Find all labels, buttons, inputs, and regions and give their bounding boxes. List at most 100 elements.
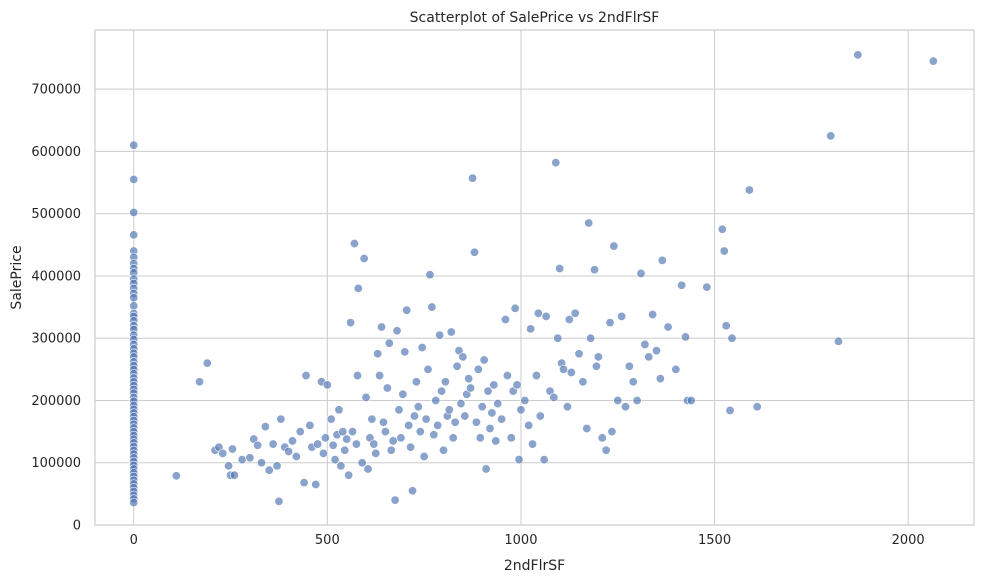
data-point [520,395,530,405]
data-point [593,352,603,362]
x-tick-label: 0 [130,533,138,548]
data-point [464,374,474,384]
data-point [328,440,338,450]
data-point [386,445,396,455]
data-point [466,383,476,393]
data-point [351,439,361,449]
data-point [359,254,369,264]
data-point [224,461,234,471]
data-point [539,455,549,465]
data-point [367,414,377,424]
data-point [651,346,661,356]
data-point [446,327,456,337]
data-point [468,173,478,183]
data-point [334,405,344,415]
data-point [555,263,565,273]
data-point [260,422,270,432]
data-point [340,445,350,455]
data-point [257,458,267,468]
data-point [456,399,466,409]
data-point [549,392,559,402]
data-point [721,321,731,331]
data-point [406,442,416,452]
data-point [237,455,247,465]
data-point [342,434,352,444]
y-tick-label: 400000 [31,269,81,284]
data-point [444,405,454,415]
data-point [526,324,536,334]
data-point [129,230,139,240]
data-point [268,439,278,449]
data-point [408,486,418,496]
data-point [357,458,367,468]
data-point [402,305,412,315]
y-tick-label: 600000 [31,145,81,160]
y-tick-label: 100000 [31,456,81,471]
data-point [853,50,863,60]
data-point [613,395,623,405]
plot-frame [94,29,975,526]
chart-title: Scatterplot of SalePrice vs 2ndFlrSF [410,10,660,26]
data-point [349,239,359,249]
data-point [628,377,638,387]
data-point [458,352,468,362]
data-point [377,322,387,332]
data-point [415,427,425,437]
data-point [727,333,737,343]
data-point [396,433,406,443]
data-point [657,255,667,265]
data-point [473,364,483,374]
data-point [506,433,516,443]
data-point [353,371,363,381]
data-point [435,330,445,340]
data-point [291,452,301,462]
scatter-points [129,50,938,508]
data-point [311,480,321,490]
x-axis-label: 2ndFlrSF [504,558,565,574]
data-point [535,411,545,421]
data-point [524,420,534,430]
data-point [562,402,572,412]
data-point [227,444,237,454]
data-point [363,464,373,474]
data-point [195,377,205,387]
data-point [717,224,727,234]
data-point [471,417,481,427]
data-point [725,405,735,415]
data-point [475,433,485,443]
data-point [826,131,836,141]
data-point [491,436,501,446]
data-point [417,343,427,353]
data-point [833,336,843,346]
data-point [375,371,385,381]
x-tick-label: 1500 [698,533,731,548]
data-point [202,358,212,368]
data-point [348,427,358,437]
data-point [129,207,139,217]
data-point [394,405,404,415]
data-point [218,448,228,458]
data-point [460,411,470,421]
data-point [452,361,462,371]
data-point [752,402,762,412]
data-point [338,427,348,437]
data-point [541,311,551,321]
data-point [129,174,139,184]
data-point [245,453,255,463]
data-point [318,448,328,458]
data-point [361,392,371,402]
data-point [431,395,441,405]
data-point [636,268,646,278]
data-point [274,496,284,506]
data-point [440,377,450,387]
data-point [404,420,414,430]
data-point [591,361,601,371]
data-point [369,439,379,449]
data-point [559,364,569,374]
data-point [655,374,665,384]
data-point [371,448,381,458]
data-point [663,322,673,332]
data-point [409,411,419,421]
data-point [632,395,642,405]
